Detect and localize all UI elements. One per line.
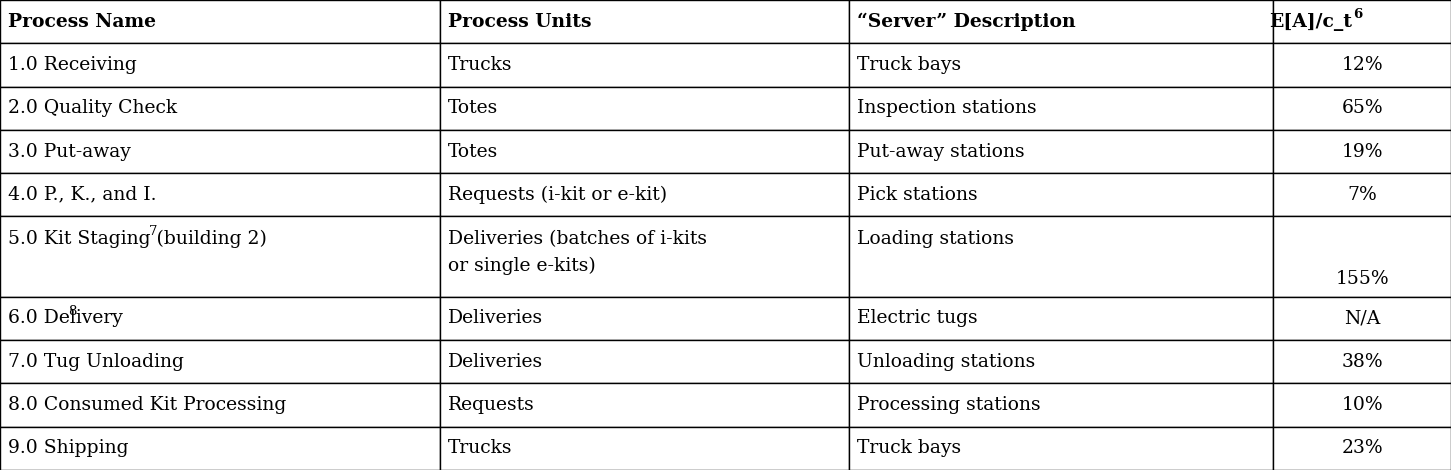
Bar [440,217,849,297]
Bar [0,86,440,130]
Bar [849,217,1274,297]
Text: “Server” Description: “Server” Description [858,13,1075,31]
Text: 12%: 12% [1341,56,1383,74]
Bar [849,86,1274,130]
Text: Inspection stations: Inspection stations [858,99,1036,117]
Bar [0,43,440,86]
Bar [1274,427,1451,470]
Bar [0,297,440,340]
Text: or single e-kits): or single e-kits) [448,257,596,275]
Text: 4.0 P., K., and I.: 4.0 P., K., and I. [9,186,157,204]
Text: Processing stations: Processing stations [858,396,1040,414]
Bar [440,173,849,217]
Bar [440,427,849,470]
Text: 6: 6 [1354,8,1362,21]
Bar [1274,217,1451,297]
Bar [0,173,440,217]
Bar [0,0,440,43]
Bar [0,384,440,427]
Text: E[A]/c_t: E[A]/c_t [1270,13,1352,31]
Text: 23%: 23% [1341,439,1383,457]
Bar [849,0,1274,43]
Bar [440,43,849,86]
Text: 5.0 Kit Staging (building 2): 5.0 Kit Staging (building 2) [9,230,267,248]
Bar [440,297,849,340]
Bar [0,427,440,470]
Text: 19%: 19% [1342,142,1383,161]
Text: Pick stations: Pick stations [858,186,978,204]
Bar [1274,0,1451,43]
Bar [1274,297,1451,340]
Text: Totes: Totes [448,99,498,117]
Bar [849,427,1274,470]
Text: 10%: 10% [1341,396,1383,414]
Text: Process Name: Process Name [9,13,157,31]
Bar [0,130,440,173]
Text: Trucks: Trucks [448,439,512,457]
Bar [440,130,849,173]
Bar [1274,130,1451,173]
Bar [1274,43,1451,86]
Text: 7%: 7% [1348,186,1377,204]
Bar [849,297,1274,340]
Bar [1274,173,1451,217]
Text: Loading stations: Loading stations [858,230,1014,248]
Text: 7.0 Tug Unloading: 7.0 Tug Unloading [9,353,184,371]
Text: 38%: 38% [1341,353,1383,371]
Text: 9.0 Shipping: 9.0 Shipping [9,439,129,457]
Text: 2.0 Quality Check: 2.0 Quality Check [9,99,177,117]
Bar [0,340,440,384]
Text: Trucks: Trucks [448,56,512,74]
Bar [440,340,849,384]
Bar [1274,86,1451,130]
Text: Put-away stations: Put-away stations [858,142,1024,161]
Text: 3.0 Put-away: 3.0 Put-away [9,142,131,161]
Text: Requests: Requests [448,396,534,414]
Bar [440,0,849,43]
Bar [1274,340,1451,384]
Text: Truck bays: Truck bays [858,439,961,457]
Bar [849,43,1274,86]
Text: 8.0 Consumed Kit Processing: 8.0 Consumed Kit Processing [9,396,286,414]
Bar [849,173,1274,217]
Text: 7: 7 [148,226,157,238]
Text: Deliveries (batches of i-kits: Deliveries (batches of i-kits [448,230,707,248]
Text: Requests (i-kit or e-kit): Requests (i-kit or e-kit) [448,186,667,204]
Text: Unloading stations: Unloading stations [858,353,1035,371]
Bar [849,384,1274,427]
Bar [440,86,849,130]
Text: 1.0 Receiving: 1.0 Receiving [9,56,136,74]
Text: Deliveries: Deliveries [448,353,543,371]
Text: 65%: 65% [1341,99,1383,117]
Bar [849,130,1274,173]
Text: 155%: 155% [1335,270,1389,288]
Text: 8: 8 [68,305,77,318]
Bar [0,217,440,297]
Bar [440,384,849,427]
Text: N/A: N/A [1344,309,1380,328]
Text: Totes: Totes [448,142,498,161]
Text: Process Units: Process Units [448,13,592,31]
Text: Truck bays: Truck bays [858,56,961,74]
Bar [1274,384,1451,427]
Text: Electric tugs: Electric tugs [858,309,978,328]
Bar [849,340,1274,384]
Text: Deliveries: Deliveries [448,309,543,328]
Text: 6.0 Delivery: 6.0 Delivery [9,309,123,328]
